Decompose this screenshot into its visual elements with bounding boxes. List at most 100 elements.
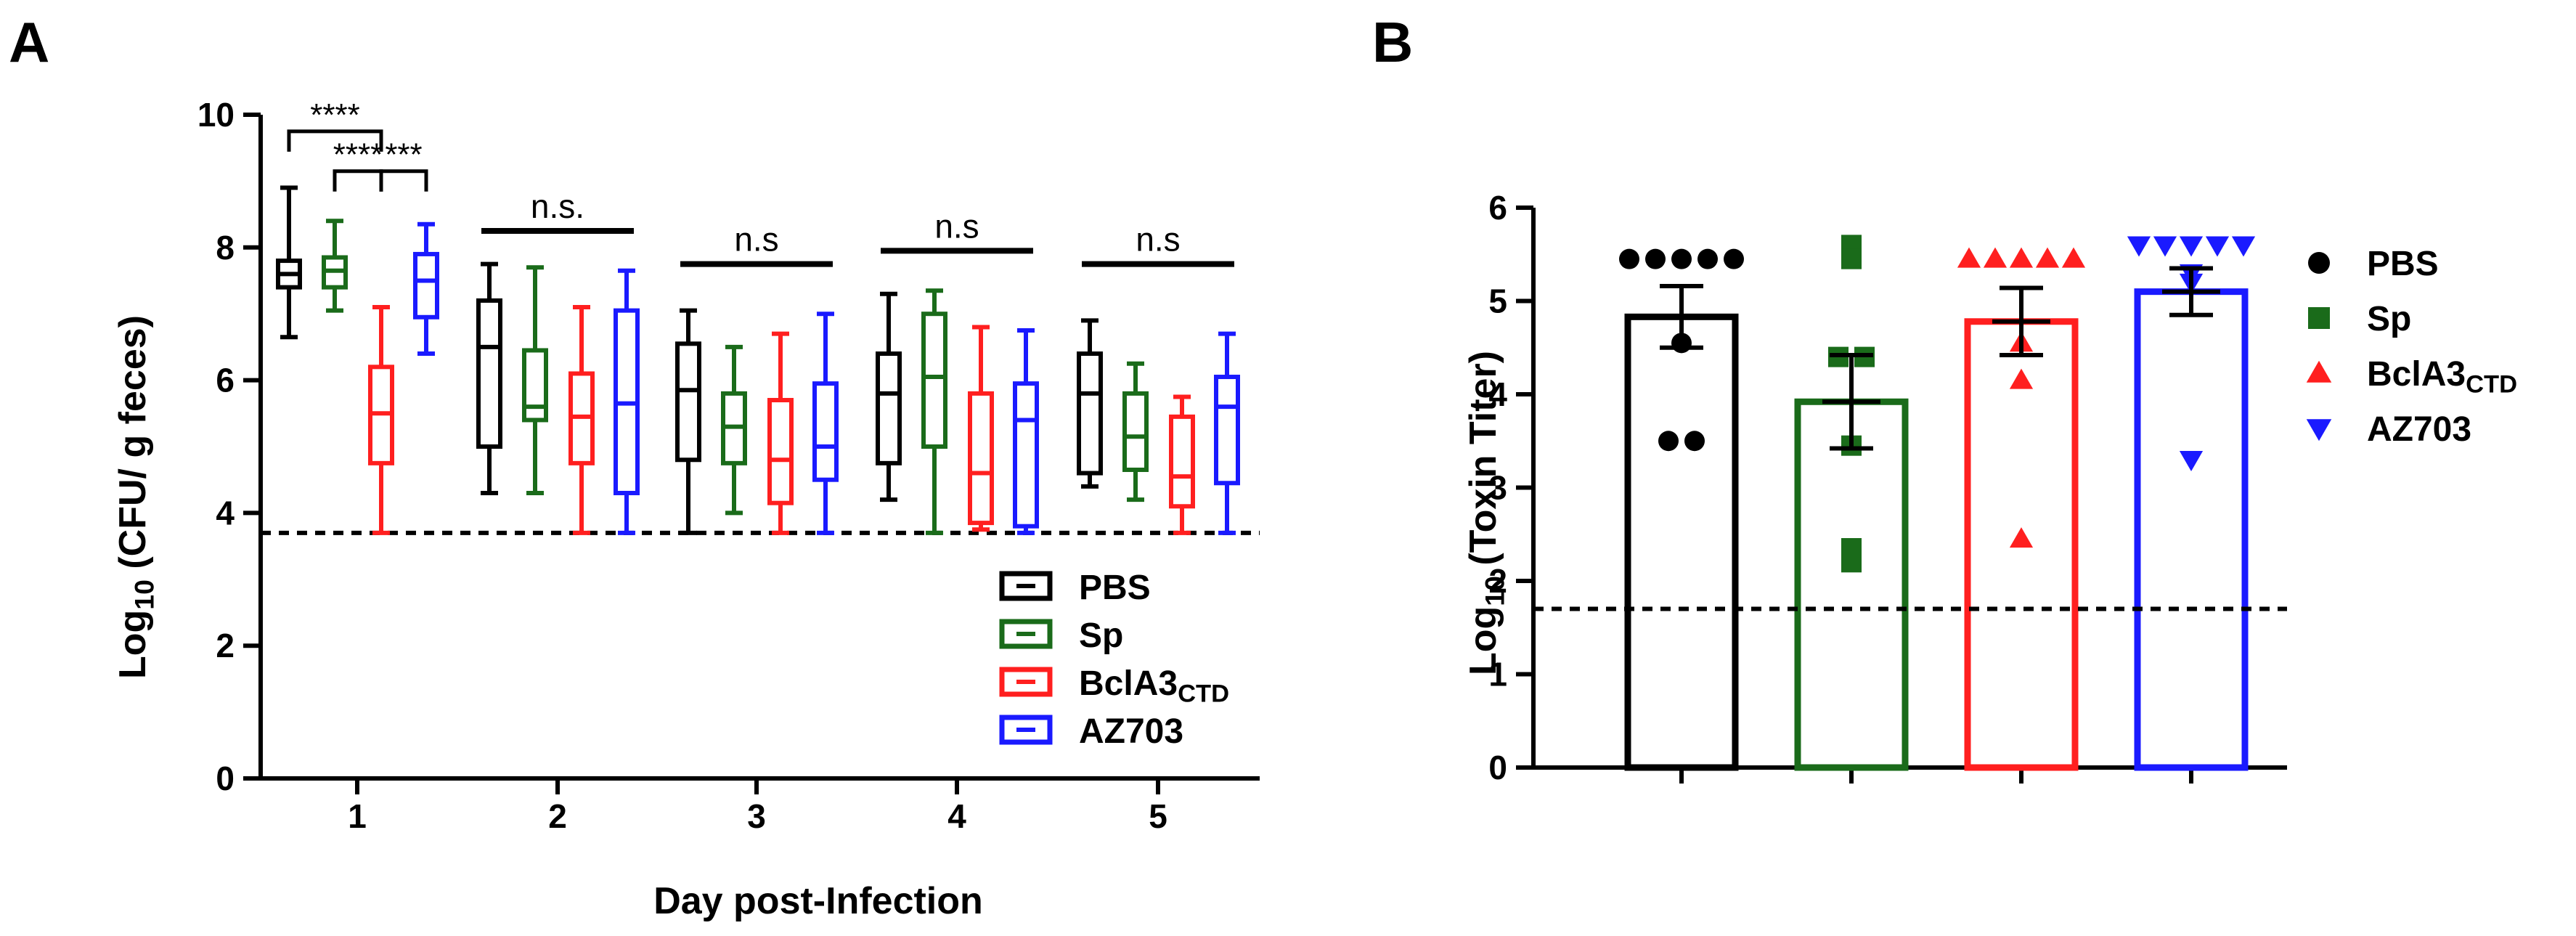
- data-point: [1841, 552, 1862, 573]
- box-bcla3-day1: [368, 305, 394, 535]
- data-point: [1957, 247, 1981, 268]
- significance-label: ***: [385, 137, 422, 173]
- y-tick-label: 2: [216, 627, 235, 664]
- box-bcla3-day4: [968, 325, 994, 532]
- data-point: [2009, 527, 2034, 548]
- x-tick-label: 1: [348, 797, 367, 835]
- y-axis-title-main: Log: [112, 610, 154, 679]
- legend-marker: [2308, 252, 2330, 274]
- x-tick-label: 3: [747, 797, 766, 835]
- data-point: [1724, 248, 1744, 269]
- legend-label-sub: CTD: [1178, 680, 1229, 708]
- legend-label-main: AZ703: [1079, 712, 1183, 751]
- bar: [2134, 288, 2249, 771]
- ns-label: n.s: [734, 221, 778, 259]
- y-axis-title-sub: 10: [1479, 576, 1509, 606]
- data-point: [2009, 247, 2034, 268]
- data-point: [1983, 247, 2008, 268]
- bar-group-pbs: [1619, 248, 1744, 771]
- y-tick-label: 2: [1488, 562, 1507, 600]
- box-iqr: [1077, 351, 1103, 476]
- box-pbs-day3: [675, 308, 701, 535]
- data-point: [2205, 236, 2230, 257]
- y-axis-title: Log10 (Toxin Titer): [1462, 351, 1509, 675]
- legend-label: PBS: [1079, 569, 1151, 607]
- legend-marker: [2306, 360, 2332, 383]
- legend-item-bcla3: BclA3CTD: [999, 664, 1229, 708]
- legend-label: BclA3CTD: [2367, 355, 2517, 399]
- y-tick-label: 1: [1488, 656, 1507, 693]
- box-pbs-day2: [476, 261, 502, 495]
- y-axis-title: Log10 (CFU/ g feces): [112, 315, 159, 679]
- panel-label-b: B: [1372, 10, 1413, 74]
- box-pbs-day4: [876, 291, 902, 502]
- box-iqr: [1169, 414, 1195, 509]
- bar-group-bcla3: [1957, 247, 2086, 771]
- box-iqr: [413, 251, 439, 320]
- legend-item-sp: Sp: [999, 616, 1123, 655]
- data-point: [2231, 236, 2256, 257]
- significance-label: ****: [333, 137, 383, 173]
- data-point: [1645, 248, 1666, 269]
- ns-label: n.s: [1136, 221, 1180, 259]
- legend-marker: [2306, 419, 2332, 441]
- box-iqr: [968, 391, 994, 526]
- data-point: [2009, 368, 2034, 389]
- y-tick-label: 0: [216, 760, 235, 797]
- bar: [1794, 398, 1909, 771]
- significance-label: ****: [310, 97, 360, 133]
- box-iqr: [675, 341, 701, 463]
- bar: [1624, 313, 1739, 771]
- box-sp-day1: [322, 219, 348, 313]
- box-iqr: [1013, 381, 1039, 529]
- legend-item-az703: AZ703: [2306, 410, 2471, 449]
- data-point: [2035, 247, 2060, 268]
- box-bcla3-day5: [1169, 394, 1195, 535]
- box-iqr: [522, 348, 548, 423]
- box-iqr: [1122, 391, 1149, 472]
- y-tick-label: 0: [1488, 749, 1507, 786]
- box-pbs-day5: [1077, 318, 1103, 489]
- box-az703-day1: [413, 221, 439, 357]
- legend-label: PBS: [2367, 245, 2439, 283]
- legend-label: BclA3CTD: [1079, 664, 1229, 708]
- significance-bracket: [379, 169, 428, 192]
- bar-group-az703: [2127, 236, 2256, 771]
- y-axis-title-main: Log: [1462, 606, 1504, 675]
- legend-label-main: Sp: [2367, 300, 2411, 338]
- data-point: [1619, 248, 1639, 269]
- box-sp-day2: [522, 265, 548, 495]
- legend-item-sp: Sp: [2308, 300, 2411, 338]
- box-iqr: [1214, 375, 1240, 486]
- legend-label-main: AZ703: [2367, 410, 2471, 449]
- data-point: [1841, 248, 1862, 269]
- data-point: [2061, 247, 2086, 268]
- y-tick-label: 8: [216, 229, 235, 266]
- box-az703-day3: [812, 312, 839, 535]
- box-az703-day4: [1013, 328, 1039, 535]
- legend-item-az703: AZ703: [999, 712, 1183, 751]
- legend-label: AZ703: [2367, 410, 2471, 449]
- legend-label: AZ703: [1079, 712, 1183, 751]
- box-sp-day3: [721, 344, 747, 516]
- legend-item-pbs: PBS: [999, 569, 1151, 607]
- y-tick-label: 3: [1488, 469, 1507, 507]
- box-iqr: [476, 298, 502, 449]
- significance-bracket: [287, 129, 383, 152]
- legend-marker: [2308, 307, 2330, 329]
- panel-b-bar-chart: 0 1 2 3 4 5 6 Log10 (Toxin Titer) PBS Sp BclA3CTD A…: [1462, 189, 2517, 786]
- x-tick-label: 5: [1149, 797, 1167, 835]
- x-axis-title: Day post-Infection: [653, 880, 983, 922]
- box-iqr: [767, 398, 794, 505]
- box-az703-day2: [614, 268, 640, 535]
- y-axis-title-sub: 10: [129, 579, 159, 610]
- legend-label-main: BclA3: [1079, 664, 1178, 703]
- bar-group-sp: [1794, 235, 1909, 771]
- legend-label: Sp: [2367, 300, 2411, 338]
- y-tick-label: 4: [216, 494, 235, 532]
- legend-label-main: Sp: [1079, 616, 1123, 655]
- y-tick-label: 4: [1488, 375, 1507, 413]
- data-point: [1684, 431, 1705, 452]
- data-point: [1671, 248, 1692, 269]
